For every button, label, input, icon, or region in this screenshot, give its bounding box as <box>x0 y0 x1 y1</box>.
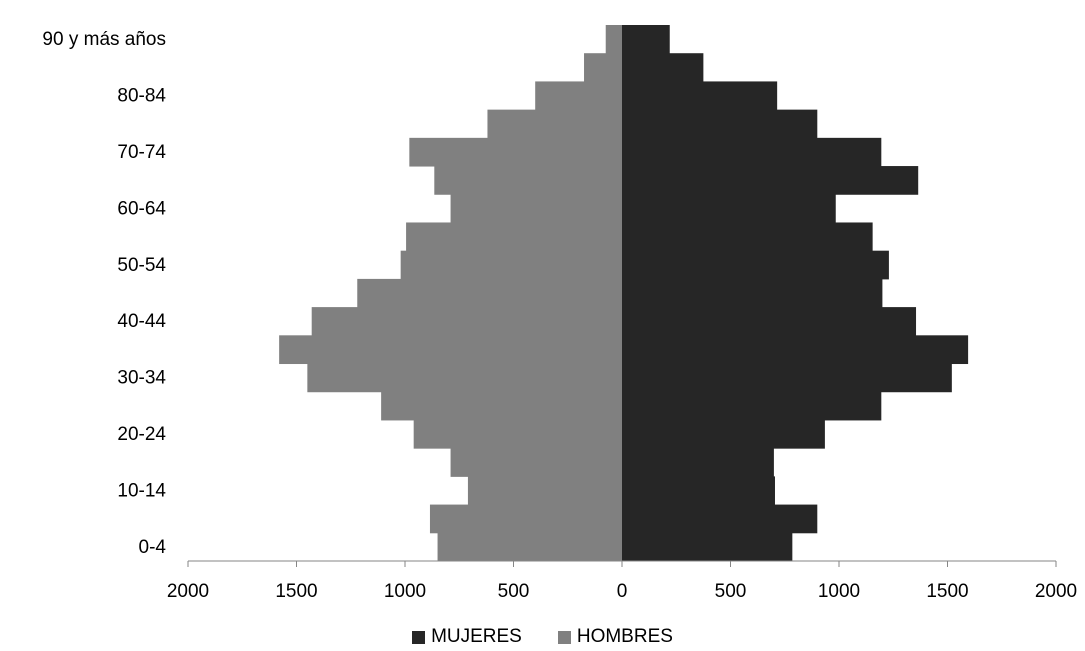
y-tick-label: 20-24 <box>117 424 166 445</box>
bar-hombres-85-89 <box>584 53 622 82</box>
bar-mujeres-15-19 <box>622 448 774 477</box>
bar-mujeres-35-39 <box>622 335 969 365</box>
bar-mujeres-60-64 <box>622 194 836 223</box>
bar-mujeres-85-89 <box>622 53 704 82</box>
x-tick-label: 2000 <box>167 581 209 602</box>
bar-hombres-70-74 <box>409 137 622 167</box>
bar-hombres-50-54 <box>400 250 622 280</box>
bar-hombres-75-79 <box>487 109 622 139</box>
bar-hombres-35-39 <box>279 335 622 365</box>
bar-hombres-5-9 <box>429 504 622 534</box>
y-tick-label: 50-54 <box>117 255 166 276</box>
bar-mujeres-90-y-más-años <box>622 25 670 54</box>
bar-mujeres-70-74 <box>622 137 882 167</box>
y-tick-label: 80-84 <box>117 86 166 107</box>
bar-hombres-25-29 <box>381 391 622 421</box>
legend-item-mujeres: MUJERES <box>412 626 522 648</box>
x-tick-label: 1500 <box>926 581 968 602</box>
x-tick-label: 1000 <box>818 581 860 602</box>
x-tick-label: 2000 <box>1035 581 1077 602</box>
bar-mujeres-0-4 <box>622 532 793 562</box>
bar-mujeres-65-69 <box>622 166 919 195</box>
x-tick-label: 1500 <box>275 581 317 602</box>
bar-mujeres-75-79 <box>622 109 818 139</box>
bar-hombres-65-69 <box>434 166 622 195</box>
bar-mujeres-45-49 <box>622 278 883 308</box>
bar-hombres-80-84 <box>535 81 622 111</box>
y-tick-label: 0-4 <box>139 537 167 558</box>
bar-hombres-90-y-más-años <box>605 25 622 54</box>
y-tick-label: 10-14 <box>117 480 166 501</box>
y-tick-label: 60-64 <box>117 198 166 219</box>
y-tick-label: 70-74 <box>117 142 166 163</box>
bar-mujeres-80-84 <box>622 81 778 111</box>
bar-mujeres-30-34 <box>622 363 952 393</box>
bar-hombres-30-34 <box>307 363 622 393</box>
bar-hombres-15-19 <box>450 448 622 477</box>
y-tick-label: 30-34 <box>117 368 166 389</box>
legend-swatch-mujeres <box>412 630 426 644</box>
bar-mujeres-55-59 <box>622 222 873 252</box>
bar-hombres-10-14 <box>467 476 622 506</box>
x-tick-label: 500 <box>715 581 747 602</box>
legend-swatch-hombres <box>557 630 571 644</box>
bar-hombres-55-59 <box>406 222 622 252</box>
bar-mujeres-20-24 <box>622 419 825 449</box>
bar-hombres-60-64 <box>450 194 622 223</box>
y-tick-label: 90 y más años <box>42 29 166 50</box>
bar-mujeres-5-9 <box>622 504 818 534</box>
bar-hombres-0-4 <box>437 532 622 562</box>
bar-hombres-20-24 <box>413 419 622 449</box>
bar-mujeres-10-14 <box>622 476 775 506</box>
x-tick-label: 0 <box>617 581 628 602</box>
x-tick-label: 500 <box>498 581 530 602</box>
population-pyramid-chart: 2000 1500 1000 500 0 500 1000 1500 2000 0-4 10-14 2… <box>42 25 1077 602</box>
bar-mujeres-25-29 <box>622 391 882 421</box>
y-tick-label: 40-44 <box>117 311 166 332</box>
bar-hombres-45-49 <box>357 278 622 308</box>
legend-label-mujeres: MUJERES <box>431 626 522 647</box>
x-tick-label: 1000 <box>384 581 426 602</box>
legend-item-hombres: HOMBRES <box>557 626 673 648</box>
bar-mujeres-40-44 <box>622 307 917 336</box>
legend: MUJERES HOMBRES <box>0 626 1085 648</box>
bar-hombres-40-44 <box>311 307 622 336</box>
legend-label-hombres: HOMBRES <box>576 626 673 647</box>
bar-mujeres-50-54 <box>622 250 889 280</box>
